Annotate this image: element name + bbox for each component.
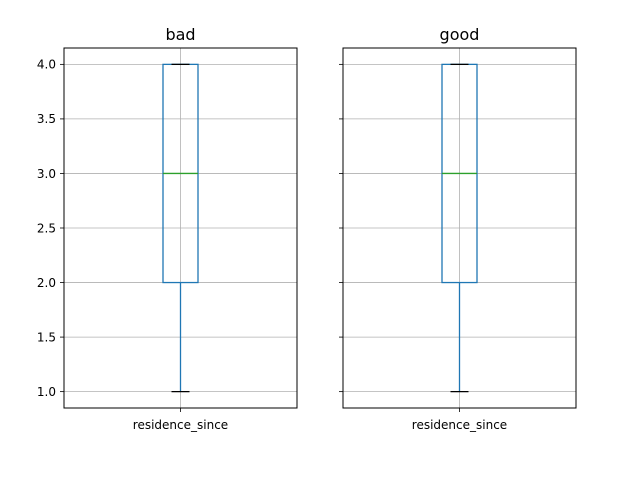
y-tick-label-bad: 2.5 [37, 221, 56, 235]
y-tick-label-bad: 3.0 [37, 167, 56, 181]
y-tick-label-bad: 4.0 [37, 58, 56, 72]
subplot-title-bad: bad [165, 25, 195, 44]
subplot-good: good residence_since [339, 25, 577, 432]
y-tick-label-bad: 1.0 [37, 385, 56, 399]
y-tick-label-bad: 3.5 [37, 112, 56, 126]
subplot-bad: bad residence_since 1.0 1.5 2.0 2.5 3.0 3.5 4.… [37, 25, 298, 432]
x-tick-label-bad: residence_since [133, 418, 228, 432]
y-tick-label-bad: 1.5 [37, 330, 56, 344]
y-tick-label-bad: 2.0 [37, 276, 56, 290]
x-tick-label-good: residence_since [412, 418, 507, 432]
subplot-title-good: good [440, 25, 480, 44]
